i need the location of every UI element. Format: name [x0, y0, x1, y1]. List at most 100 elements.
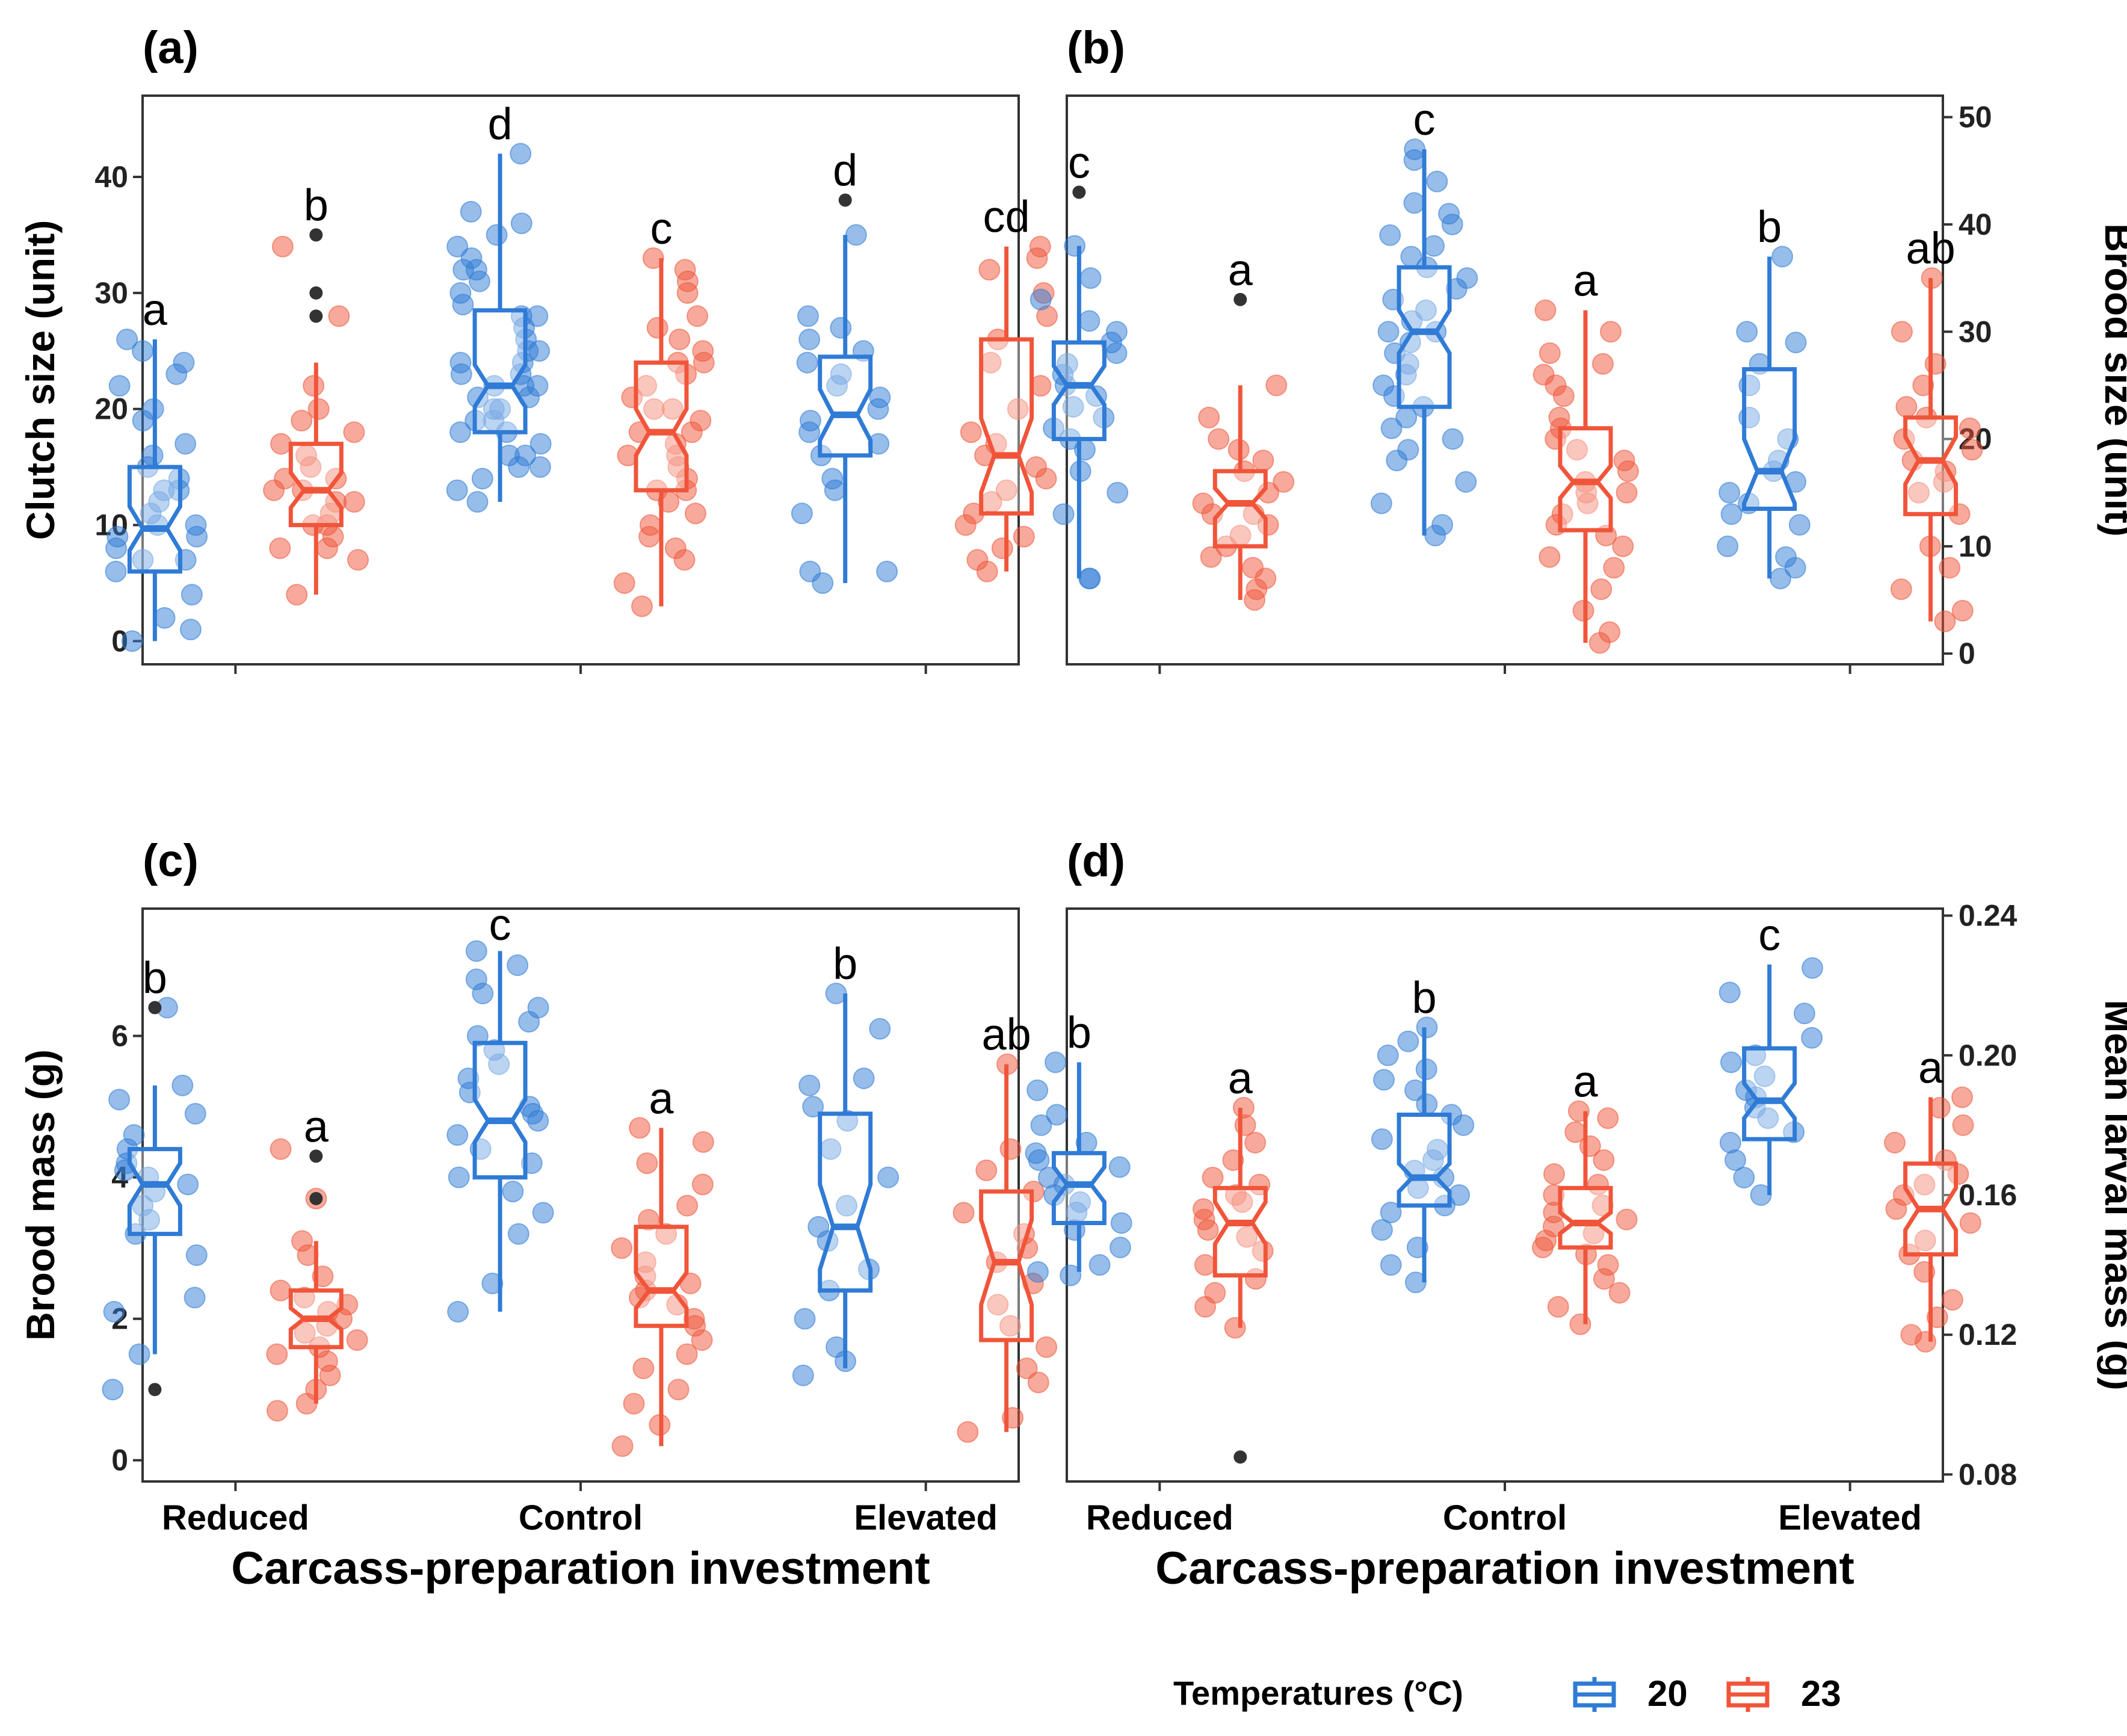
data-point-23-elevated	[978, 259, 1001, 281]
data-point-20-elevated	[845, 224, 867, 246]
legend-label-20: 20	[1647, 1673, 1688, 1714]
data-point-20-control	[532, 1202, 554, 1224]
data-point-20-control	[510, 143, 532, 165]
data-point-20-control	[1448, 1184, 1471, 1206]
panel-label-d: (d)	[1067, 835, 1125, 886]
data-point-23-control	[692, 1131, 714, 1153]
data-point-20-control	[1456, 267, 1478, 289]
data-point-20-reduced	[1078, 310, 1101, 332]
y-tick-label-d: 0.12	[1959, 1318, 2017, 1351]
data-point-20-reduced	[108, 1089, 131, 1111]
data-point-20-control	[1403, 192, 1425, 214]
data-point-23-elevated	[1913, 1173, 1936, 1196]
data-point-23-elevated	[960, 421, 982, 443]
y-axis-title-d: Mean larval mass (g)	[2097, 999, 2127, 1390]
data-point-20-control	[1379, 224, 1401, 246]
data-point-20-elevated	[1718, 981, 1741, 1004]
data-point-20-control	[1377, 321, 1400, 343]
data-point-20-reduced	[121, 630, 143, 652]
data-point-20-elevated	[868, 433, 890, 455]
data-point-23-elevated	[975, 1159, 998, 1181]
data-point-20-control	[471, 468, 493, 490]
data-point-20-control	[460, 247, 483, 269]
data-point-20-elevated	[796, 351, 818, 374]
y-tick-label-b: 30	[1959, 315, 1992, 348]
box-20-reduced	[127, 465, 182, 574]
y-tick-label-c: 0	[111, 1444, 128, 1477]
data-point-23-elevated	[957, 1421, 979, 1443]
data-point-20-control	[460, 200, 482, 223]
significance-letter-23-reduced: a	[1228, 245, 1253, 295]
data-point-20-control	[1426, 170, 1448, 193]
significance-letter-20-reduced: a	[143, 285, 168, 335]
legend: Temperatures (°C) 20 23	[1173, 1673, 1841, 1714]
data-point-20-control	[1380, 417, 1403, 439]
x-axis-title-c: Carcass-preparation investment	[231, 1543, 930, 1594]
y-tick-label-a: 40	[94, 160, 128, 194]
data-point-23-elevated	[1934, 610, 1956, 632]
significance-letter-23-elevated: cd	[983, 192, 1030, 242]
data-point-20-reduced	[1107, 481, 1129, 504]
data-point-23-reduced	[1244, 1131, 1267, 1154]
data-point-20-elevated	[1788, 514, 1811, 536]
data-point-20-control	[1371, 1219, 1393, 1241]
data-point-23-control	[629, 1117, 651, 1139]
data-point-20-control	[1455, 471, 1477, 493]
data-point-20-elevated	[797, 305, 819, 327]
x-tick-label-d: Reduced	[1086, 1498, 1233, 1537]
data-point-23-reduced	[271, 235, 294, 258]
panel-label-b: (b)	[1067, 22, 1125, 73]
data-point-20-elevated	[1736, 321, 1758, 343]
data-point-20-reduced	[108, 375, 131, 397]
data-point-23-elevated	[1025, 456, 1048, 478]
data-point-23-elevated	[1890, 578, 1912, 601]
data-point-20-control	[466, 491, 489, 513]
data-point-23-control	[687, 305, 709, 327]
data-point-20-reduced	[123, 1124, 145, 1146]
data-point-23-reduced	[347, 549, 369, 571]
significance-letter-23-elevated: a	[1918, 1042, 1943, 1092]
data-point-20-elevated	[830, 363, 852, 385]
data-point-20-control	[1372, 374, 1395, 397]
data-point-23-reduced	[1258, 481, 1280, 504]
data-point-23-control	[1597, 1254, 1619, 1276]
data-point-20-control	[449, 421, 472, 443]
data-point-23-reduced	[328, 305, 350, 327]
data-point-20-elevated	[877, 1166, 900, 1188]
data-point-20-reduced	[1052, 503, 1075, 525]
data-point-23-elevated	[1016, 1357, 1038, 1379]
data-point-20-reduced	[132, 1194, 154, 1217]
data-point-23-control	[692, 340, 714, 362]
data-point-20-control	[507, 954, 529, 977]
data-point-23-elevated	[1884, 1131, 1906, 1154]
data-point-20-control	[1415, 299, 1437, 321]
panel-label-a: (a)	[143, 22, 199, 73]
box-20-elevated	[818, 354, 873, 458]
data-point-23-reduced	[346, 1329, 368, 1351]
data-point-20-control	[465, 940, 487, 962]
data-point-23-control	[668, 329, 691, 350]
data-point-20-control	[465, 968, 487, 990]
box-23-elevated	[979, 337, 1034, 516]
data-point-20-reduced	[1057, 353, 1079, 375]
data-point-20-control	[486, 224, 508, 246]
data-point-20-control	[1438, 203, 1460, 225]
data-point-23-control	[1608, 1282, 1631, 1304]
data-point-20-reduced	[1064, 235, 1086, 257]
data-point-23-elevated	[1891, 321, 1913, 343]
outlier-23-reduced	[309, 228, 323, 242]
data-point-23-elevated	[1947, 1163, 1969, 1185]
data-point-20-control	[481, 1272, 504, 1294]
data-point-23-control	[1599, 621, 1621, 643]
outlier-23-reduced	[1233, 292, 1247, 306]
data-point-20-reduced	[1025, 1142, 1047, 1164]
data-point-23-reduced	[269, 537, 291, 560]
data-point-20-control	[1377, 1044, 1399, 1066]
data-point-20-control	[1371, 1128, 1393, 1151]
data-point-23-elevated	[1908, 481, 1930, 504]
data-point-23-control	[690, 410, 712, 431]
data-point-20-control	[1397, 439, 1419, 461]
significance-letter-23-control: a	[1573, 256, 1598, 306]
data-point-20-reduced	[185, 514, 207, 536]
data-point-20-elevated	[853, 1067, 875, 1090]
